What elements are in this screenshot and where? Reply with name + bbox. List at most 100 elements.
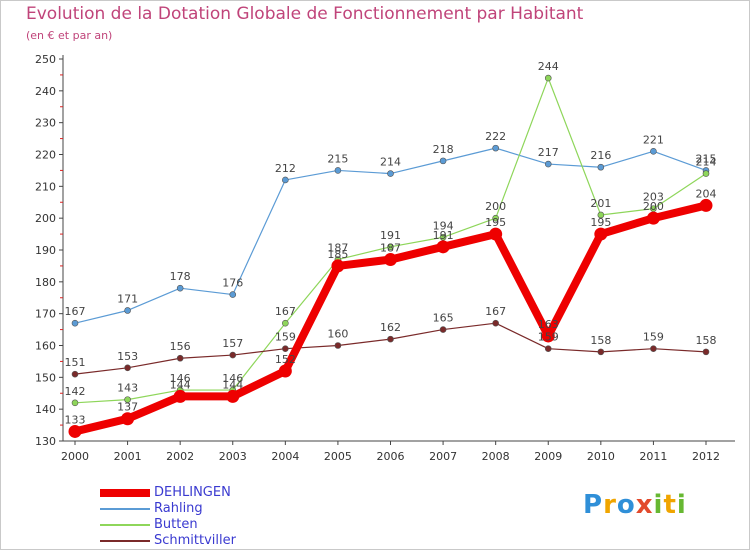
x-tick-label: 2003 <box>219 450 247 463</box>
data-point-rahling <box>492 144 499 152</box>
legend-label: Rahling <box>154 501 203 516</box>
x-tick-label: 2004 <box>271 450 299 463</box>
data-label-dehlingen: 185 <box>327 248 348 261</box>
data-point-dehlingen <box>541 329 555 343</box>
data-label-dehlingen: 152 <box>275 353 296 366</box>
data-point-schmittviller <box>124 364 131 372</box>
y-tick-label: 150 <box>35 371 56 384</box>
data-label-dehlingen: 133 <box>65 413 86 426</box>
data-label-schmittviller: 159 <box>643 331 664 344</box>
data-point-dehlingen <box>173 389 187 403</box>
data-point-schmittviller <box>176 354 184 362</box>
data-label-butten: 244 <box>538 60 559 73</box>
x-tick-label: 2010 <box>587 450 615 463</box>
data-point-schmittviller <box>387 335 394 343</box>
data-label-dehlingen: 163 <box>538 318 559 331</box>
data-point-schmittviller <box>334 342 342 349</box>
y-tick-label: 140 <box>35 403 56 416</box>
data-label-butten: 214 <box>696 156 717 169</box>
data-label-schmittviller: 160 <box>327 328 348 341</box>
data-label-dehlingen: 195 <box>590 216 611 229</box>
data-label-schmittviller: 151 <box>65 356 86 369</box>
data-point-dehlingen <box>646 211 660 225</box>
x-tick-label: 2007 <box>429 450 457 463</box>
data-label-dehlingen: 137 <box>117 401 138 414</box>
data-label-schmittviller: 156 <box>170 340 191 353</box>
logo-letter: x <box>635 490 654 520</box>
x-tick-label: 2001 <box>114 450 142 463</box>
logo-letter: r <box>603 490 617 520</box>
data-label-butten: 200 <box>485 200 506 213</box>
data-label-butten: 203 <box>643 191 664 204</box>
data-point-rahling <box>334 167 342 174</box>
data-point-schmittviller <box>229 351 237 359</box>
data-label-dehlingen: 187 <box>380 242 401 255</box>
data-label-dehlingen: 144 <box>222 378 243 391</box>
data-label-rahling: 218 <box>433 143 454 156</box>
y-tick-label: 200 <box>35 212 56 225</box>
data-label-dehlingen: 191 <box>433 229 454 242</box>
legend-swatch <box>100 508 150 510</box>
proxiti-logo: Proxiti <box>583 490 687 520</box>
data-point-butten <box>544 74 552 82</box>
data-label-rahling: 216 <box>590 149 611 162</box>
legend-swatch <box>100 524 150 526</box>
x-tick-label: 2009 <box>534 450 562 463</box>
data-point-butten <box>282 319 289 327</box>
x-tick-label: 2006 <box>377 450 405 463</box>
data-point-dehlingen <box>699 198 713 212</box>
data-label-schmittviller: 159 <box>538 331 559 344</box>
y-tick-label: 240 <box>35 85 56 98</box>
data-point-rahling <box>650 148 657 155</box>
data-point-schmittviller <box>492 319 499 327</box>
data-point-dehlingen <box>594 227 608 241</box>
data-point-dehlingen <box>68 424 82 438</box>
data-point-dehlingen <box>331 259 345 273</box>
y-tick-label: 160 <box>35 340 56 353</box>
x-tick-label: 2002 <box>166 450 194 463</box>
data-point-dehlingen <box>384 253 397 267</box>
data-label-butten: 201 <box>590 197 611 210</box>
data-label-butten: 143 <box>117 382 138 395</box>
legend-label: Schmittviller <box>154 533 236 548</box>
data-point-dehlingen <box>278 364 292 378</box>
data-point-rahling <box>544 160 552 168</box>
data-label-butten: 146 <box>222 372 243 385</box>
data-point-rahling <box>124 307 131 314</box>
chart-subtitle: (en € et par an) <box>26 29 113 42</box>
data-point-dehlingen <box>436 240 450 254</box>
data-point-rahling <box>71 319 79 327</box>
logo-letter: P <box>583 490 604 520</box>
legend-label: DEHLINGEN <box>154 485 231 500</box>
data-label-butten: 191 <box>380 229 401 242</box>
data-label-schmittviller: 157 <box>222 337 243 350</box>
logo-letter: o <box>616 490 636 520</box>
x-tick-label: 2008 <box>482 450 510 463</box>
data-label-butten: 187 <box>327 242 348 255</box>
y-tick-label: 220 <box>35 149 56 162</box>
data-point-rahling <box>387 170 394 177</box>
data-label-rahling: 176 <box>222 277 243 290</box>
logo-letter: i <box>676 490 687 520</box>
data-label-dehlingen: 200 <box>643 200 664 213</box>
data-point-butten <box>702 170 710 177</box>
data-label-butten: 194 <box>433 219 454 232</box>
x-tick-label: 2000 <box>61 450 89 463</box>
data-point-dehlingen <box>489 227 503 241</box>
data-point-schmittviller <box>439 326 447 333</box>
data-label-schmittviller: 162 <box>380 321 401 334</box>
data-point-butten <box>650 205 657 212</box>
y-tick-label: 230 <box>35 117 56 130</box>
y-tick-label: 180 <box>35 276 56 289</box>
logo-letter: i <box>653 490 664 520</box>
data-point-butten <box>492 214 499 222</box>
data-label-butten: 142 <box>65 385 86 398</box>
data-point-dehlingen <box>121 412 135 426</box>
data-label-dehlingen: 204 <box>696 187 717 200</box>
data-point-rahling <box>229 291 237 298</box>
x-tick-label: 2011 <box>639 450 667 463</box>
data-label-schmittviller: 159 <box>275 331 296 344</box>
data-point-butten <box>439 233 447 241</box>
